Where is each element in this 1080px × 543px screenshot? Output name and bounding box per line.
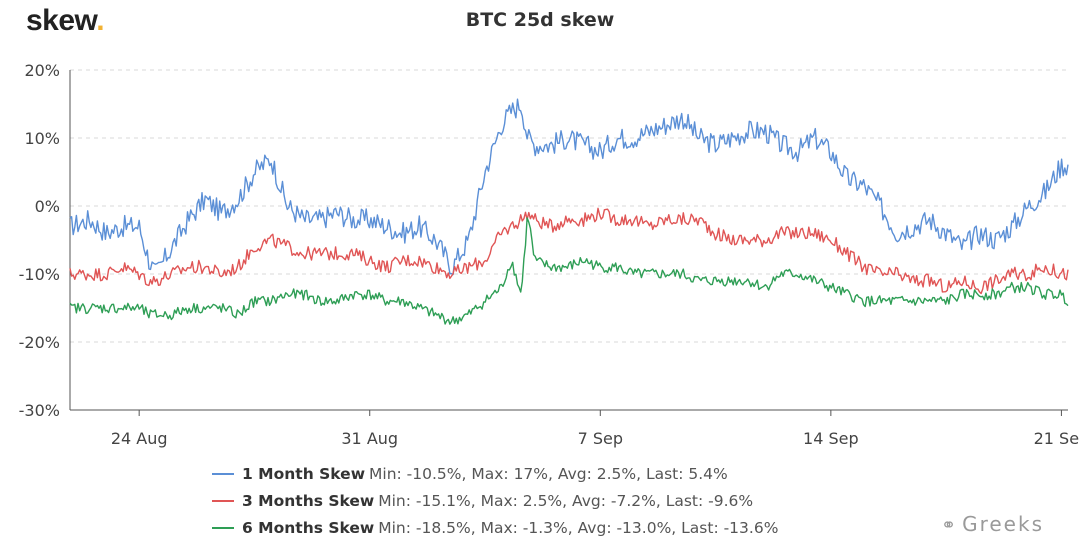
y-tick-label: 0% bbox=[35, 197, 60, 216]
legend-item-1m[interactable]: 1 Month Skew Min: -10.5%, Max: 17%, Avg:… bbox=[212, 460, 778, 487]
legend-name-3m: 3 Months Skew bbox=[242, 491, 375, 510]
axes bbox=[69, 70, 1068, 416]
legend-name-6m: 6 Months Skew bbox=[242, 518, 375, 537]
tick-labels: 20% 10% 0% -10% -20% -30% 24 Aug 31 Aug 7 Sep 14 … bbox=[19, 61, 1080, 448]
x-tick-label: 31 Aug bbox=[341, 429, 398, 448]
x-tick-label: 21 Sep bbox=[1034, 429, 1080, 448]
legend-stats-6m: Min: -18.5%, Max: -1.3%, Avg: -13.0%, La… bbox=[378, 518, 779, 537]
watermark: ⚭ Greeks bbox=[941, 512, 1044, 536]
x-tick-label: 7 Sep bbox=[578, 429, 623, 448]
chart-title: BTC 25d skew bbox=[465, 9, 615, 31]
series-line-1m bbox=[69, 98, 1069, 276]
wechat-icon: ⚭ bbox=[941, 515, 959, 536]
legend-item-3m[interactable]: 3 Months Skew Min: -15.1%, Max: 2.5%, Av… bbox=[212, 487, 778, 514]
y-tick-label: 10% bbox=[24, 129, 60, 148]
series-lines bbox=[69, 98, 1069, 325]
x-tick-label: 14 Sep bbox=[803, 429, 859, 448]
legend-stats-1m: Min: -10.5%, Max: 17%, Avg: 2.5%, Last: … bbox=[369, 464, 728, 483]
legend-item-6m[interactable]: 6 Months Skew Min: -18.5%, Max: -1.3%, A… bbox=[212, 514, 778, 541]
line-chart: 20% 10% 0% -10% -20% -30% 24 Aug 31 Aug 7 Sep 14 … bbox=[19, 61, 1080, 448]
y-tick-label: -20% bbox=[19, 333, 60, 352]
legend-swatch-3m bbox=[212, 499, 234, 502]
series-line-3m bbox=[69, 207, 1069, 295]
gridlines bbox=[70, 69, 1068, 411]
y-tick-label: -30% bbox=[19, 401, 60, 420]
x-tick-label: 24 Aug bbox=[111, 429, 168, 448]
legend-stats-3m: Min: -15.1%, Max: 2.5%, Avg: -7.2%, Last… bbox=[378, 491, 754, 510]
legend: 1 Month Skew Min: -10.5%, Max: 17%, Avg:… bbox=[212, 460, 778, 541]
y-tick-label: -10% bbox=[19, 265, 60, 284]
series-line-6m bbox=[69, 217, 1069, 325]
legend-name-1m: 1 Month Skew bbox=[242, 464, 366, 483]
legend-swatch-1m bbox=[212, 472, 234, 475]
y-tick-label: 20% bbox=[24, 61, 60, 80]
skew-logo: skew. bbox=[26, 4, 105, 37]
legend-swatch-6m bbox=[212, 526, 234, 529]
